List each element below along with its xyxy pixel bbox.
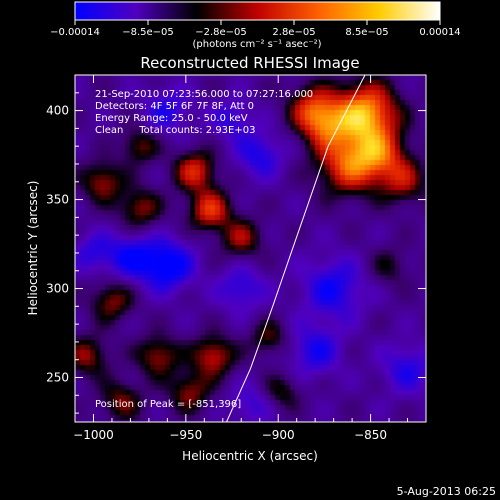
x-tick-label: −1000 <box>73 428 114 442</box>
colorbar: −0.00014 −8.5e−05 −2.8e−05 2.8e−05 8.5e−05 0.… <box>50 1 461 50</box>
x-tick-label: −950 <box>169 428 202 442</box>
y-tick-label: 400 <box>46 104 69 118</box>
solar-limb-line <box>226 74 366 423</box>
x-tick-label: −850 <box>354 428 387 442</box>
annotation-energy-range: Energy Range: 25.0 - 50.0 keV <box>95 113 248 124</box>
colorbar-unit-label: (photons cm⁻² s⁻¹ asec⁻²) <box>192 39 321 50</box>
x-axis-ticks: −1000 −950 −900 −850 <box>73 75 427 442</box>
colorbar-tick-label: −2.8e−05 <box>195 27 247 38</box>
colorbar-ticks: −0.00014 −8.5e−05 −2.8e−05 2.8e−05 8.5e−05 0.… <box>50 20 461 38</box>
colorbar-tick-label: −8.5e−05 <box>122 27 174 38</box>
y-tick-label: 350 <box>46 193 69 207</box>
colorbar-tick-label: 8.5e−05 <box>345 27 388 38</box>
y-tick-label: 300 <box>46 282 69 296</box>
x-tick-label: −900 <box>262 428 295 442</box>
annotation-detectors: Detectors: 4F 5F 6F 7F 8F, Att 0 <box>95 101 254 112</box>
info-annotations: 21-Sep-2010 07:23:56.000 to 07:27:16.000… <box>95 89 313 410</box>
chart-title: Reconstructed RHESSI Image <box>140 54 359 72</box>
plot-frame <box>74 74 427 423</box>
colorbar-tick-label: −0.00014 <box>50 27 100 38</box>
y-tick-label: 250 <box>46 371 69 385</box>
y-axis-label: Heliocentric Y (arcsec) <box>26 181 40 316</box>
annotation-time-range: 21-Sep-2010 07:23:56.000 to 07:27:16.000 <box>95 89 313 100</box>
colorbar-tick-label: 0.00014 <box>419 27 460 38</box>
colorbar-tick-label: 2.8e−05 <box>272 27 315 38</box>
heatmap-image <box>75 75 426 422</box>
colorbar-bar <box>74 1 441 21</box>
plot-area: −1000 −950 −900 −850 250 300 350 400 <box>46 74 427 442</box>
annotation-peak-position: Position of Peak = [-851,396] <box>95 399 241 410</box>
footer-date: 5-Aug-2013 06:25 <box>397 485 496 498</box>
x-axis-label: Heliocentric X (arcsec) <box>182 449 318 463</box>
y-axis-ticks: 250 300 350 400 <box>46 74 426 414</box>
annotation-clean-counts: Clean Total counts: 2.93E+03 <box>95 125 255 136</box>
